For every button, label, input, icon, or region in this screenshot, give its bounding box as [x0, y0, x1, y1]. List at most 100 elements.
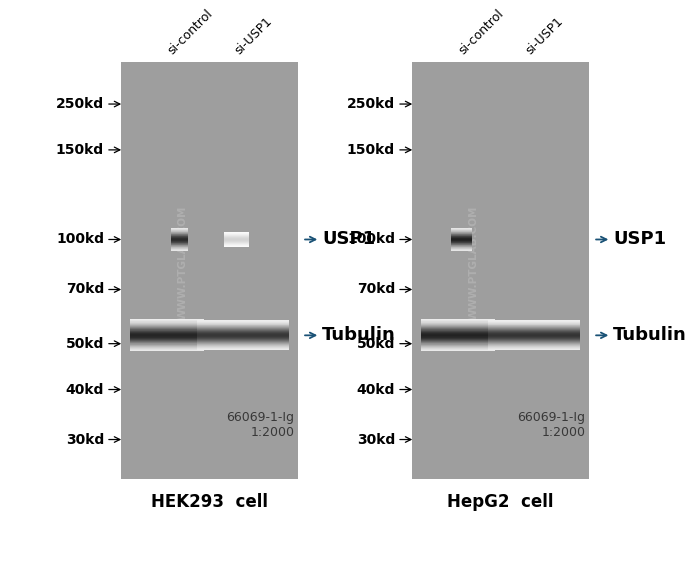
Bar [130, 347, 204, 348]
Bar [130, 351, 204, 352]
Bar [421, 348, 495, 349]
Bar [421, 333, 495, 335]
Bar [489, 346, 580, 347]
Bar [130, 350, 204, 351]
Text: 50kd: 50kd [357, 337, 395, 350]
Bar [130, 344, 204, 345]
Bar [130, 341, 204, 342]
Text: 50kd: 50kd [66, 337, 104, 350]
Bar [198, 349, 289, 350]
Text: USP1: USP1 [613, 231, 667, 248]
Bar [489, 337, 580, 338]
Bar [130, 338, 204, 339]
Bar [198, 327, 289, 328]
Text: 250kd: 250kd [56, 97, 104, 111]
Bar [421, 350, 495, 351]
Text: si-USP1: si-USP1 [523, 14, 565, 57]
Bar [489, 333, 580, 334]
Bar [489, 343, 580, 344]
Bar [198, 322, 289, 323]
Bar [489, 331, 580, 332]
Bar [198, 346, 289, 347]
Bar [198, 339, 289, 340]
Bar [198, 343, 289, 344]
Bar [421, 335, 495, 336]
Text: 40kd: 40kd [66, 383, 104, 396]
Bar [198, 340, 289, 341]
Bar [130, 335, 204, 336]
Text: 66069-1-Ig
1:2000: 66069-1-Ig 1:2000 [518, 411, 586, 439]
Bar [489, 342, 580, 343]
Text: HepG2  cell: HepG2 cell [448, 493, 554, 511]
Bar [130, 323, 204, 324]
Bar [198, 335, 289, 336]
Bar [198, 330, 289, 331]
Bar [198, 329, 289, 330]
Bar [489, 324, 580, 325]
Bar [198, 323, 289, 324]
Bar [198, 320, 289, 321]
Bar [198, 324, 289, 325]
Text: WWW.PTGLAB.COM: WWW.PTGLAB.COM [469, 205, 479, 320]
Bar [130, 319, 204, 320]
Bar [130, 331, 204, 332]
Bar [421, 319, 495, 320]
Bar [130, 328, 204, 329]
Bar [130, 322, 204, 323]
Bar [421, 338, 495, 339]
Bar [198, 334, 289, 335]
Bar [421, 326, 495, 327]
Bar [130, 324, 204, 325]
Text: 250kd: 250kd [347, 97, 395, 111]
Bar [130, 344, 204, 345]
Bar [489, 336, 580, 337]
Bar [130, 336, 204, 337]
Text: si-USP1: si-USP1 [232, 14, 274, 57]
Bar [421, 331, 495, 332]
Bar [130, 333, 204, 334]
Bar [130, 334, 204, 335]
Bar [421, 321, 495, 322]
Bar [130, 339, 204, 340]
Bar [198, 323, 289, 324]
Bar [198, 347, 289, 348]
Bar [421, 325, 495, 326]
Bar [489, 335, 580, 336]
Bar [421, 340, 495, 341]
Bar [421, 345, 495, 346]
Bar [412, 62, 589, 479]
Bar [421, 327, 495, 328]
Bar [421, 339, 495, 340]
Bar [421, 346, 495, 347]
Bar [489, 326, 580, 327]
Bar [198, 333, 289, 334]
Bar [421, 347, 495, 348]
Text: si-control: si-control [165, 7, 216, 57]
Bar [489, 332, 580, 333]
Text: USP1: USP1 [322, 231, 376, 248]
Bar [421, 333, 495, 334]
Bar [489, 323, 580, 324]
Bar [421, 320, 495, 321]
Bar [489, 321, 580, 322]
Text: 100kd: 100kd [347, 232, 395, 247]
Bar [421, 344, 495, 345]
Bar [130, 345, 204, 346]
Bar [489, 338, 580, 339]
Bar [421, 341, 495, 342]
Bar [489, 338, 580, 339]
Bar [421, 324, 495, 325]
Text: Tubulin: Tubulin [322, 327, 396, 344]
Bar [421, 351, 495, 352]
Bar [130, 337, 204, 338]
Bar [198, 338, 289, 339]
Bar [198, 341, 289, 342]
Bar [489, 349, 580, 350]
Bar [198, 342, 289, 343]
Text: 30kd: 30kd [66, 433, 104, 447]
Bar [489, 342, 580, 343]
Bar [130, 327, 204, 328]
Bar [130, 349, 204, 350]
Bar [130, 330, 204, 331]
Bar [130, 320, 204, 321]
